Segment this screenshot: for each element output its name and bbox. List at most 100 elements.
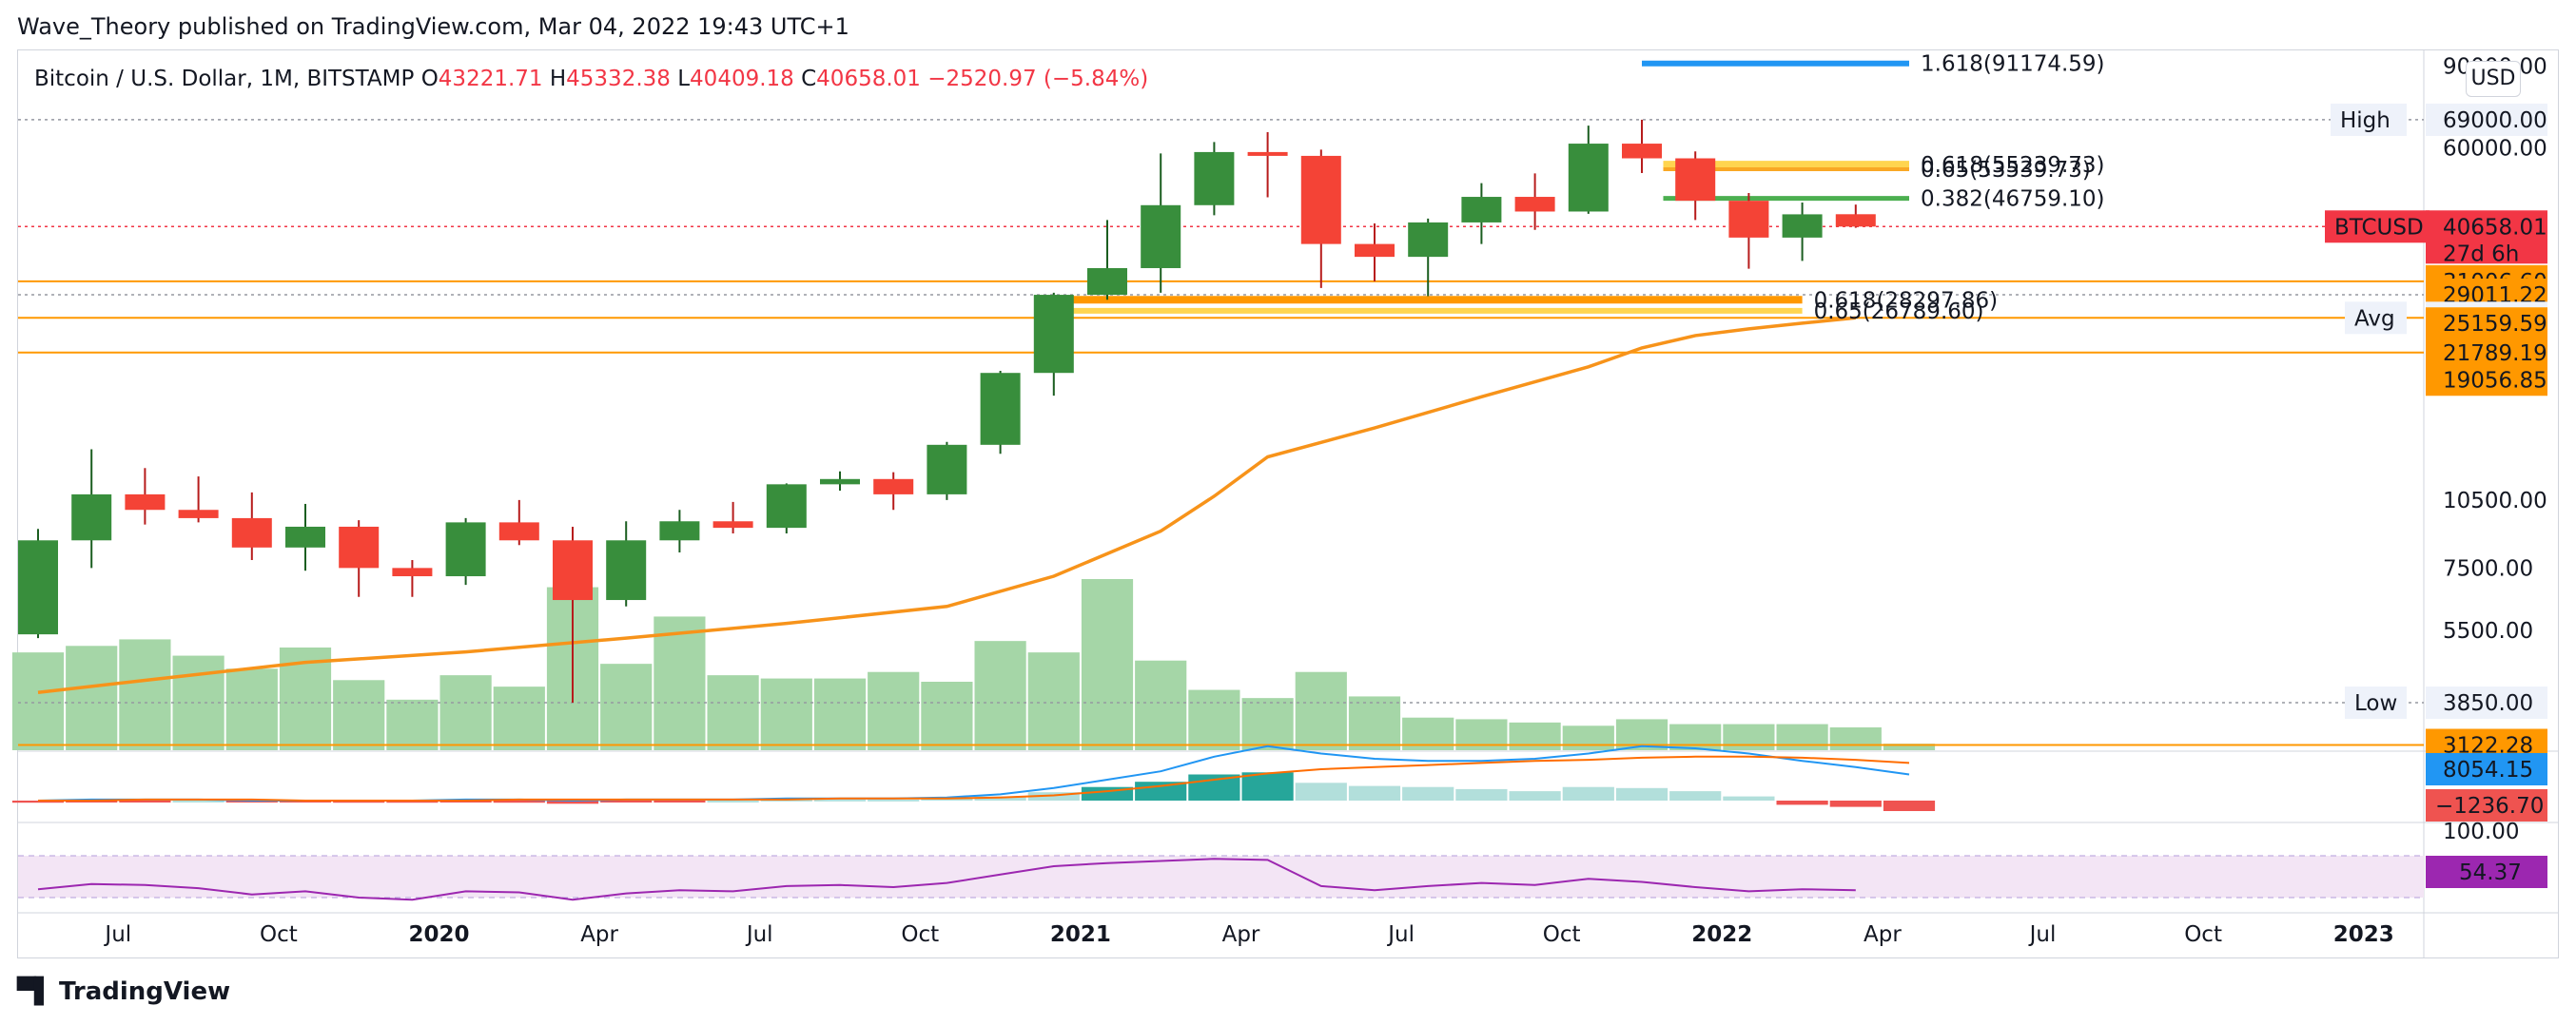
candle-body (1835, 214, 1876, 227)
time-tick-label: 2023 (2333, 922, 2394, 947)
candle-body (820, 478, 860, 485)
level-price-tag-bg (2426, 103, 2547, 136)
macd-histogram-bar (1241, 772, 1294, 801)
level-price-tag: 21789.19 (2443, 341, 2547, 366)
candle-body (1622, 144, 1662, 159)
macd-histogram-bar (1455, 788, 1508, 801)
candle-body (445, 522, 486, 577)
volume-bar (1348, 696, 1401, 750)
macd-histogram-bar (172, 801, 224, 803)
volume-bar (1027, 652, 1080, 750)
level-name-tag-bg (2331, 103, 2407, 136)
volume-bar (921, 682, 973, 750)
volume-bar (1295, 671, 1347, 750)
tradingview-logo-text: TradingView (59, 977, 231, 1006)
axis-price-tag: 19056.85 (2443, 368, 2547, 393)
volume-bar (1562, 725, 1614, 750)
candle-body (927, 444, 967, 494)
volume-bar (333, 680, 385, 750)
candle-body (1247, 151, 1288, 156)
moving-average-line (37, 316, 1856, 694)
close-value: 40658.01 (816, 67, 921, 91)
axis-price-tag-bg (2426, 307, 2547, 340)
macd-histogram-bar (225, 801, 278, 803)
candle-body (71, 493, 112, 541)
macd-histogram-bar (707, 801, 759, 803)
high-value: 45332.38 (566, 67, 671, 91)
volume-bar (813, 678, 867, 750)
chart-frame (17, 49, 2559, 958)
signal-line (38, 755, 1910, 802)
rsi-value-tag-bg (2426, 856, 2547, 888)
candle-body (1355, 243, 1395, 258)
candle-body (392, 568, 433, 577)
tradingview-logo: ▀▌ TradingView (17, 977, 230, 1006)
candle-body (1194, 151, 1235, 205)
level-name-tag-bg (2345, 687, 2407, 720)
macd-histogram-bar (760, 799, 812, 802)
volume-bar (386, 699, 439, 750)
time-tick-label: 2022 (1691, 922, 1752, 947)
candle-body (1408, 222, 1449, 258)
volume-bar (493, 687, 545, 750)
candle-body (339, 526, 380, 569)
volume-bar (760, 678, 812, 750)
macd-value-tag-bg (2426, 753, 2547, 785)
high-key: H (549, 67, 567, 91)
candle-body (1087, 267, 1127, 296)
macd-histogram-bar (1776, 801, 1828, 805)
candle-body (553, 540, 593, 601)
time-tick-label: Oct (2184, 922, 2222, 947)
macd-histogram-bar (546, 801, 599, 804)
level-name-tag-bg (2345, 301, 2407, 335)
macd-histogram-bar (333, 801, 385, 803)
volume-bar (707, 675, 759, 750)
macd-histogram-bar (1509, 791, 1561, 801)
fib-level-label: 0.382(46759.10) (1921, 187, 2105, 212)
candle-body (1033, 295, 1074, 374)
candle-body (1728, 201, 1769, 238)
level-name-tag: BTCUSD (2334, 215, 2424, 240)
price-tick-label: 7500.00 (2443, 556, 2533, 581)
volume-bar (1188, 689, 1240, 750)
macd-histogram-bar (1669, 791, 1722, 801)
change-value: −2520.97 (−5.84%) (927, 67, 1149, 91)
time-tick-label: Oct (901, 922, 939, 947)
candle-body (980, 373, 1021, 445)
rsi-band (18, 856, 2424, 898)
fib-level-label: 0.618(55239.73) (1921, 153, 2105, 178)
currency-button[interactable]: USD (2466, 61, 2521, 97)
publisher-caption: Wave_Theory published on TradingView.com… (17, 13, 849, 40)
time-tick-label: Jul (745, 922, 773, 947)
volume-bar (1776, 724, 1828, 750)
volume-bar (1241, 698, 1294, 750)
candle-body (606, 540, 647, 601)
macd-histogram-bar (1295, 783, 1347, 801)
macd-hist-tag-bg (2426, 789, 2547, 822)
candle-body (873, 478, 914, 494)
volume-bar (11, 652, 65, 750)
volume-bar (1883, 744, 1936, 750)
time-tick-label: Apr (580, 922, 618, 947)
macd-histogram-bar (1615, 787, 1669, 801)
low-value: 40409.18 (690, 67, 794, 91)
candle-body (712, 521, 753, 529)
macd-histogram-bar (921, 798, 973, 801)
level-price-tag-bg (2426, 210, 2547, 264)
time-tick-label: Jul (103, 922, 131, 947)
level-name-tag: High (2340, 108, 2391, 133)
macd-histogram-bar (119, 801, 171, 803)
time-tick-label: 2020 (408, 922, 469, 947)
close-key: C (801, 67, 817, 91)
rsi-value-tag: 54.37 (2459, 861, 2522, 885)
macd-histogram-bar (654, 801, 706, 803)
candle-body (1300, 155, 1341, 244)
volume-bar (600, 664, 653, 750)
candle-body (766, 484, 807, 529)
candle-body (659, 521, 700, 541)
axis-price-tag: 25159.59 (2443, 312, 2547, 337)
time-tick-label: Oct (260, 922, 298, 947)
volume-bar (1509, 722, 1561, 750)
volume-bar (974, 641, 1026, 750)
